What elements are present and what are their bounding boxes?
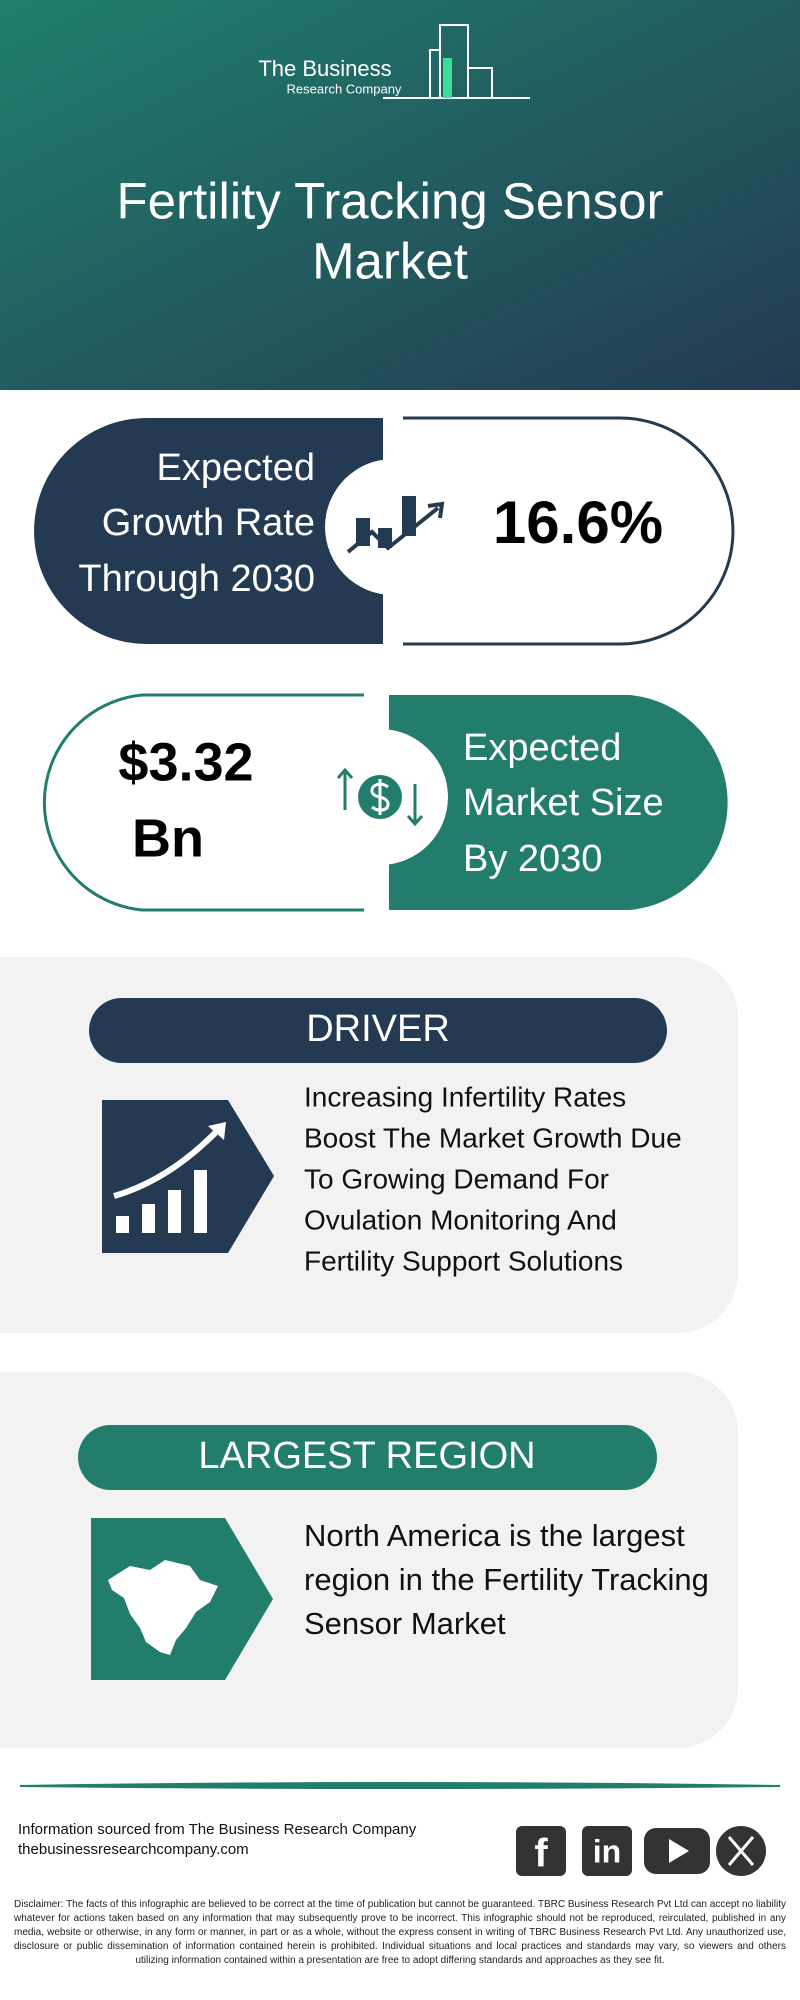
region-title: LARGEST REGION — [198, 1435, 535, 1477]
title: Market — [312, 232, 468, 289]
logo-text: The Business — [258, 56, 391, 81]
linkedin-label[interactable]: in — [593, 1833, 621, 1869]
driver-pill — [89, 998, 667, 1063]
stat-outline — [403, 416, 735, 646]
region-text: Sensor Market — [304, 1606, 506, 1641]
stat-label: Expected — [463, 727, 621, 769]
stat-label: Through 2030 — [78, 558, 315, 600]
facebook-icon[interactable]: f — [516, 1826, 566, 1876]
divider — [19, 1782, 781, 1789]
source-link[interactable]: thebusinessresearchcompany.com — [18, 1841, 249, 1858]
driver-text: Fertility Support Solutions — [304, 1245, 623, 1276]
driver-title: DRIVER — [306, 1008, 450, 1050]
driver-text: Ovulation Monitoring And — [304, 1204, 617, 1235]
driver-text: Increasing Infertility Rates — [304, 1081, 626, 1112]
stat-value: Bn — [132, 808, 204, 868]
region-text: North America is the largest — [304, 1518, 685, 1553]
stat-value: $3.32 — [118, 732, 253, 792]
x-icon[interactable] — [716, 1826, 766, 1876]
youtube-icon[interactable] — [644, 1828, 710, 1874]
disclaimer: Disclaimer: The facts of this infographi… — [14, 1899, 786, 1966]
driver-text: Boost The Market Growth Due — [304, 1122, 682, 1153]
growth-icon — [346, 496, 445, 554]
linkedin-icon[interactable]: in — [582, 1826, 632, 1876]
stat-outline — [42, 693, 364, 912]
facebook-label[interactable]: f — [534, 1832, 548, 1876]
header-bg — [0, 0, 800, 390]
stat-pill — [389, 695, 728, 910]
stat-label: By 2030 — [463, 838, 602, 880]
source-text: Information sourced from The Business Re… — [18, 1821, 417, 1838]
driver-icon — [102, 1100, 274, 1253]
stat-label: Market Size — [463, 782, 664, 824]
driver-text: To Growing Demand For — [304, 1163, 609, 1194]
stat-label: Growth Rate — [102, 502, 315, 544]
title: Fertility Tracking Sensor — [116, 172, 663, 229]
region-pill — [78, 1425, 657, 1490]
icon-circle — [325, 459, 461, 595]
stat-label: Expected — [157, 447, 315, 489]
region-icon — [91, 1518, 273, 1680]
region-text: region in the Fertility Tracking — [304, 1562, 709, 1597]
logo-subtext: Research Company — [287, 81, 402, 96]
stat-pill — [34, 418, 383, 644]
dollar-icon — [336, 767, 424, 827]
logo — [383, 24, 530, 99]
stat-value: 16.6% — [493, 489, 663, 556]
